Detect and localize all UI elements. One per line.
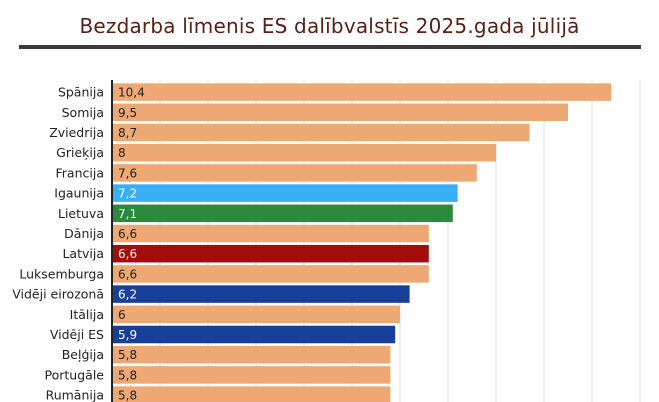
category-label: Beļģija — [62, 347, 104, 362]
chart-title: Bezdarba līmenis ES dalībvalstīs 2025.ga… — [79, 14, 580, 38]
bar — [112, 265, 429, 283]
category-label: Itālija — [70, 307, 104, 322]
bar — [112, 386, 391, 402]
value-label: 10,4 — [118, 86, 145, 100]
category-label: Zviedrija — [49, 125, 104, 140]
value-label: 5,9 — [118, 328, 137, 342]
category-label: Vidēji eirozonā — [12, 287, 104, 302]
category-labels: Spānija Somija Zviedrija Grieķija Francija Ig… — [12, 85, 104, 402]
value-label: 5,8 — [118, 368, 137, 382]
value-label: 6,6 — [118, 227, 137, 241]
bar — [112, 345, 391, 364]
category-label: Luksemburga — [19, 266, 104, 281]
bar — [112, 204, 453, 223]
value-labels: 10,4 9,5 8,7 8 7,6 7,2 7,1 6,6 6,6 6,6 6,2 6 5,9 5,8 5… — [118, 86, 145, 402]
category-label: Grieķija — [56, 145, 104, 160]
category-label: Latvija — [62, 246, 104, 261]
bar — [112, 103, 568, 122]
value-label: 7,2 — [118, 187, 137, 201]
bar — [112, 325, 396, 344]
value-label: 7,6 — [118, 166, 137, 180]
category-label: Dānija — [64, 226, 104, 241]
bar — [112, 305, 400, 324]
bar — [112, 244, 429, 263]
bar — [112, 184, 458, 202]
bar — [112, 366, 391, 384]
category-label: Rumānija — [46, 388, 104, 402]
value-label: 6,6 — [118, 247, 137, 261]
value-label: 5,8 — [118, 389, 137, 402]
value-label: 9,5 — [118, 106, 137, 120]
bar — [112, 164, 477, 182]
bar — [112, 285, 410, 303]
category-label: Portugāle — [45, 367, 105, 382]
category-label: Igaunija — [54, 186, 104, 201]
category-label: Somija — [62, 105, 104, 120]
value-label: 5,8 — [118, 348, 137, 362]
bar — [112, 143, 496, 162]
category-label: Spānija — [58, 85, 104, 100]
category-label: Vidēji ES — [50, 327, 104, 342]
bar — [112, 224, 429, 243]
category-label: Francija — [56, 165, 104, 180]
value-label: 8,7 — [118, 126, 137, 140]
value-label: 8 — [118, 146, 126, 160]
category-label: Lietuva — [58, 206, 104, 221]
value-label: 6,2 — [118, 288, 137, 302]
bars-group — [112, 83, 612, 402]
title-underline — [19, 45, 641, 49]
bar — [112, 83, 612, 101]
value-label: 6 — [118, 308, 126, 322]
bar — [112, 123, 530, 142]
value-label: 6,6 — [118, 267, 137, 281]
value-label: 7,1 — [118, 207, 137, 221]
